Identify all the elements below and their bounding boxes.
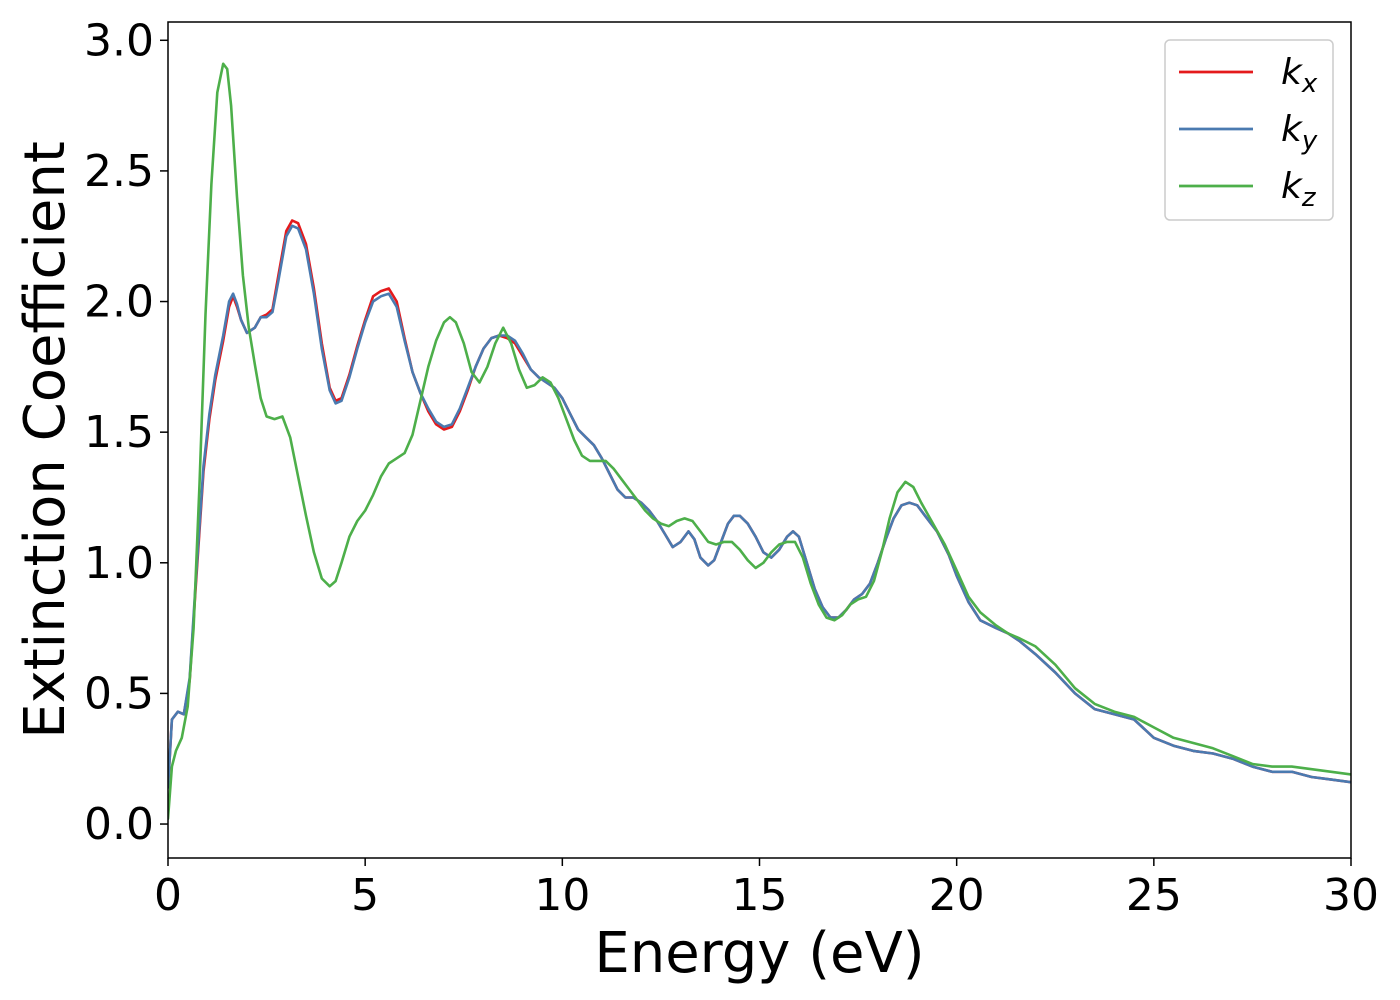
x-tick-label: 15 bbox=[732, 870, 788, 921]
series-line-ky bbox=[168, 224, 1351, 789]
y-tick-label: 3.0 bbox=[84, 15, 154, 66]
x-tick-label: 30 bbox=[1323, 870, 1379, 921]
y-tick-label: 1.0 bbox=[84, 538, 154, 589]
x-tick-label: 20 bbox=[929, 870, 985, 921]
y-tick-label: 0.0 bbox=[84, 799, 154, 850]
y-tick-label: 2.0 bbox=[84, 277, 154, 328]
x-axis-label: Energy (eV) bbox=[594, 921, 924, 986]
legend-label-ky: ky bbox=[1281, 109, 1318, 156]
y-tick-label: 0.5 bbox=[84, 668, 154, 719]
legend-label-kz: kz bbox=[1281, 166, 1317, 213]
y-tick-label: 1.5 bbox=[84, 407, 154, 458]
x-tick-label: 10 bbox=[534, 870, 590, 921]
series-layer bbox=[168, 62, 1351, 821]
x-axis: 0 5 10 15 20 25 30 bbox=[154, 858, 1379, 921]
series-line-kz bbox=[168, 62, 1351, 821]
y-axis: 0.0 0.5 1.0 1.5 2.0 2.5 3.0 bbox=[84, 15, 168, 850]
x-tick-label: 0 bbox=[154, 870, 182, 921]
y-tick-label: 2.5 bbox=[84, 146, 154, 197]
legend: kx ky kz bbox=[1164, 39, 1334, 221]
y-axis-label: Extinction Coefficient bbox=[13, 141, 78, 739]
x-tick-label: 25 bbox=[1126, 870, 1182, 921]
series-line-kx bbox=[168, 219, 1351, 789]
legend-label-kx: kx bbox=[1281, 52, 1318, 99]
x-tick-label: 5 bbox=[351, 870, 379, 921]
